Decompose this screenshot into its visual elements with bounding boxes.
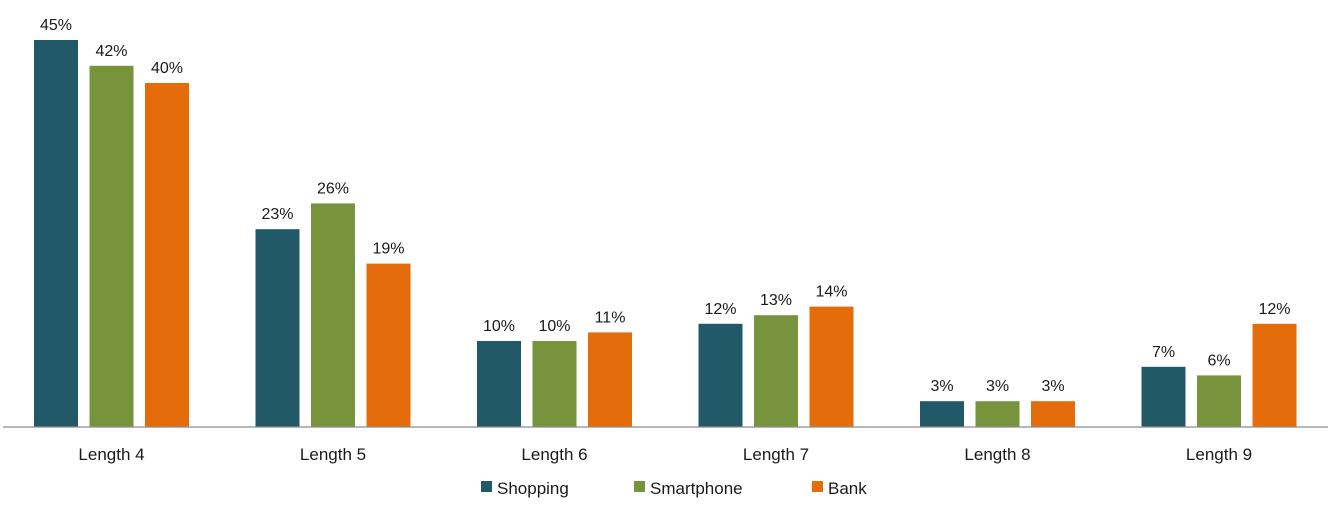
legend-label: Bank	[828, 479, 867, 498]
bar-shopping-length-5	[255, 229, 300, 427]
legend-label: Smartphone	[650, 479, 743, 498]
bar-bank-length-6	[588, 332, 632, 427]
legend-swatch	[481, 481, 492, 492]
bar-shopping-length-4	[34, 40, 78, 427]
legend-swatch	[812, 481, 823, 492]
data-label: 10%	[538, 318, 570, 335]
category-label: Length 8	[964, 445, 1030, 464]
bar-smartphone-length-5	[311, 203, 355, 427]
category-labels-group: Length 4 Length 5 Length 6 Length 7 Length 8…	[78, 445, 1252, 464]
bars-group	[34, 40, 1297, 428]
data-label: 13%	[760, 292, 792, 309]
data-label: 26%	[317, 180, 349, 197]
bar-shopping-length-8	[920, 401, 964, 427]
bar-bank-length-9	[1252, 323, 1297, 427]
data-label: 12%	[704, 301, 736, 318]
category-label: Length 5	[300, 445, 366, 464]
bar-smartphone-length-4	[89, 65, 134, 428]
data-label: 11%	[595, 309, 626, 326]
value-labels-group: 45% 42% 40% 23% 26% 19% 10% 10% 11% 12% 13% 14% 3% 3%…	[40, 17, 1291, 395]
data-label: 45%	[40, 17, 72, 34]
data-label: 3%	[986, 378, 1009, 395]
category-label: Length 7	[743, 445, 809, 464]
bar-shopping-length-9	[1141, 366, 1186, 427]
data-label: 19%	[372, 241, 404, 258]
data-label: 10%	[483, 318, 515, 335]
legend: Shopping Smartphone Bank	[481, 479, 867, 498]
bar-bank-length-5	[366, 263, 411, 427]
bar-smartphone-length-6	[532, 341, 577, 427]
legend-item: Smartphone	[634, 479, 743, 498]
bar-bank-length-8	[1031, 401, 1075, 427]
category-label: Length 4	[78, 445, 144, 464]
data-label: 14%	[815, 284, 847, 301]
data-label: 3%	[1041, 378, 1064, 395]
bar-smartphone-length-8	[975, 401, 1020, 427]
data-label: 40%	[151, 60, 183, 77]
data-label: 23%	[261, 206, 293, 223]
category-label: Length 9	[1186, 445, 1252, 464]
bar-shopping-length-7	[698, 323, 743, 427]
bar-bank-length-7	[809, 306, 854, 427]
legend-item: Bank	[812, 479, 867, 498]
bar-bank-length-4	[145, 83, 189, 427]
category-label: Length 6	[521, 445, 587, 464]
data-label: 12%	[1258, 301, 1290, 318]
data-label: 6%	[1207, 352, 1230, 369]
bar-smartphone-length-9	[1197, 375, 1241, 427]
data-label: 3%	[930, 378, 953, 395]
legend-item: Shopping	[481, 479, 569, 498]
bar-shopping-length-6	[477, 341, 521, 427]
data-label: 42%	[95, 43, 127, 60]
bar-smartphone-length-7	[754, 315, 798, 427]
legend-swatch	[634, 481, 645, 492]
legend-label: Shopping	[497, 479, 569, 498]
data-label: 7%	[1152, 344, 1175, 361]
